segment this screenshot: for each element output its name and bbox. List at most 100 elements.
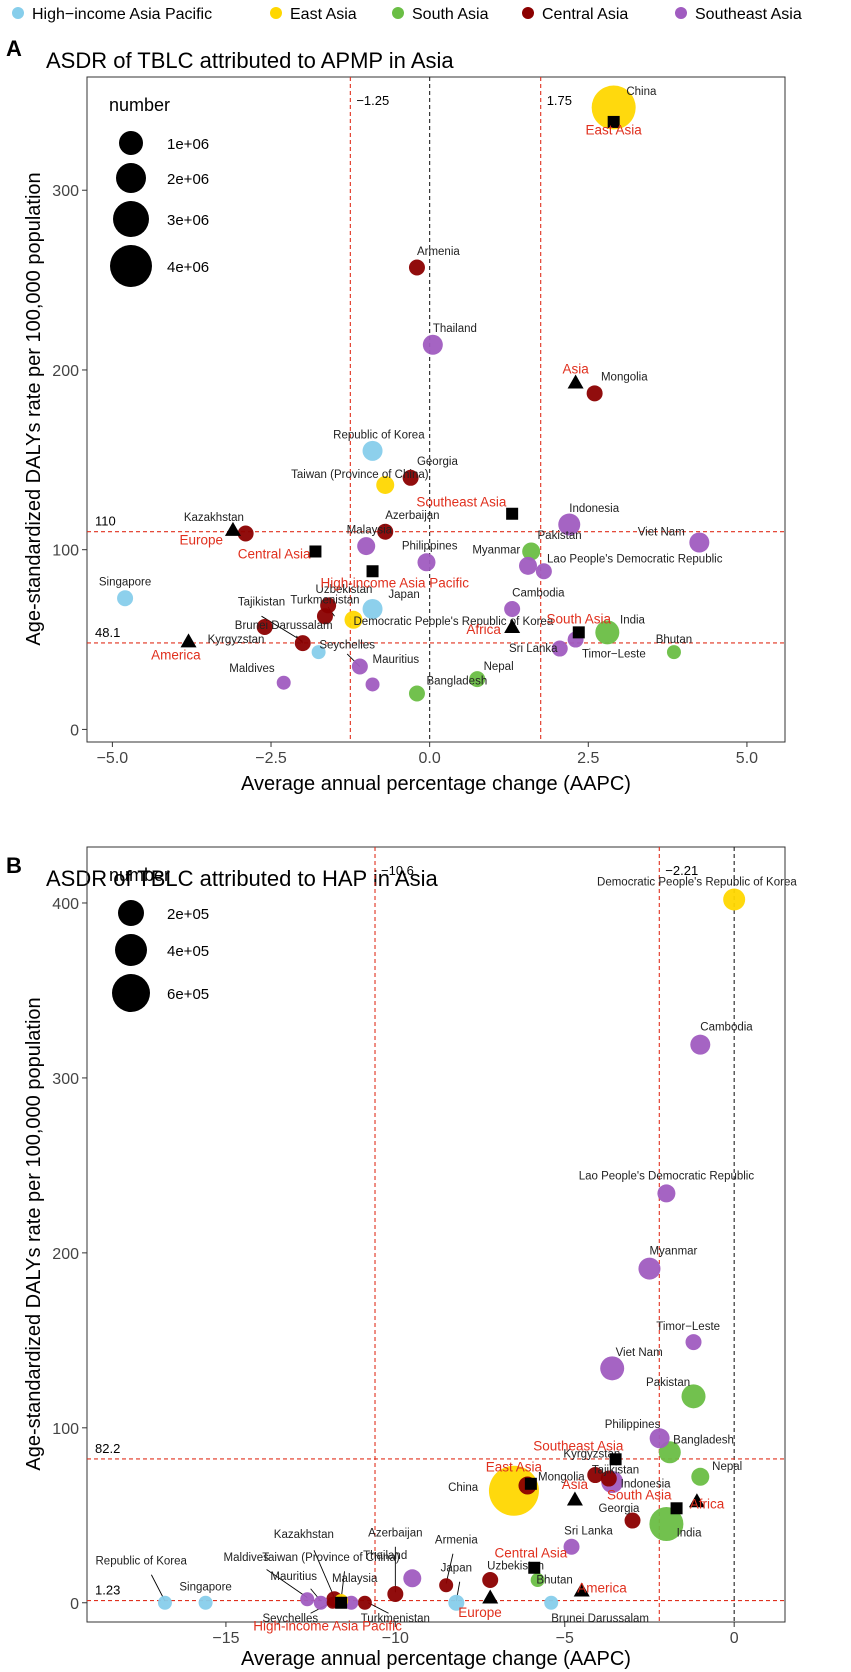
point-mauritius <box>351 658 368 675</box>
region-label-africa: Africa <box>690 1496 725 1511</box>
legend-label-east-asia: East Asia <box>290 6 357 23</box>
point-label-kazakhstan: Kazakhstan <box>274 1529 334 1541</box>
size-legend-key <box>118 900 144 926</box>
point-kyrgyzstan <box>587 1467 604 1484</box>
point-label-singapore: Singapore <box>99 577 151 589</box>
region-label-high-income-asia-pacific: High-income Asia Pacific <box>320 575 469 590</box>
point-mauritius-2 <box>365 677 380 692</box>
region-marker-south-asia <box>572 626 585 639</box>
point-democratic-people-s-republic-of-korea <box>723 888 746 911</box>
panel-a-title: ASDR of TBLC attributed to APMP in Asia <box>46 48 454 73</box>
region-marker-africa <box>504 618 521 633</box>
point-label-timor-leste: Timor−Leste <box>582 649 646 661</box>
point-label-philippines: Philippines <box>605 1419 661 1431</box>
point-lao-people-s-democratic-republic <box>657 1184 676 1203</box>
point-label-republic-of-korea: Republic of Korea <box>96 1555 188 1567</box>
leader-line <box>313 1550 335 1598</box>
point-bhutan <box>666 645 681 660</box>
size-legend-label: 3e+06 <box>167 212 209 229</box>
point-label-mauritius: Mauritius <box>270 1571 317 1583</box>
point-label-philippines: Philippines <box>402 541 458 553</box>
point-label-myanmar: Myanmar <box>472 544 520 556</box>
point-maldives <box>300 1592 315 1607</box>
region-marker-america <box>180 633 197 648</box>
point-seychelles <box>294 635 311 652</box>
plot-frame <box>86 846 786 1623</box>
point-singapore <box>117 590 134 607</box>
point-label-uzbekistan: Uzbekistan <box>316 584 373 596</box>
size-legend-label: 4e+05 <box>167 943 209 960</box>
vline-label: 1.75 <box>547 93 572 108</box>
point-mongolia <box>586 385 603 402</box>
region-label-europe: Europe <box>458 1605 502 1620</box>
size-legend-key <box>115 934 147 966</box>
hline-label: 48.1 <box>95 625 120 640</box>
region-label-asia: Asia <box>562 1477 589 1492</box>
point-label-turkmenistan: Turkmenistan <box>290 595 359 607</box>
point-republic-of-korea <box>362 440 383 461</box>
point-turkmenistan <box>316 608 333 625</box>
point-label-nepal: Nepal <box>484 661 514 673</box>
region-label-east-asia: East Asia <box>586 123 643 138</box>
point-label-lao-people-s-democratic-republic: Lao People's Democratic Republic <box>579 1170 755 1182</box>
region-label-africa: Africa <box>466 622 501 637</box>
point-label-georgia: Georgia <box>417 456 459 468</box>
legend-key-high-income-asia-pacific <box>12 7 24 19</box>
point-armenia <box>408 259 425 276</box>
panel-a-letter: A <box>6 36 22 61</box>
region-marker-east-asia <box>524 1477 537 1490</box>
point-timor-leste <box>685 1334 702 1351</box>
point-label-mauritius: Mauritius <box>373 654 420 666</box>
point-label-brunei-darussalam: Brunei Darussalam <box>551 1613 649 1625</box>
point-label-indonesia: Indonesia <box>621 1478 671 1490</box>
point-label-tajikistan: Tajikistan <box>238 596 285 608</box>
plot-frame <box>86 76 786 743</box>
region-marker-africa <box>688 1493 705 1508</box>
vline-label: −10.6 <box>381 863 414 878</box>
legend-label-central-asia: Central Asia <box>542 6 628 23</box>
point-label-azerbaijan: Azerbaijan <box>385 510 439 522</box>
point-label-georgia: Georgia <box>599 1503 641 1515</box>
region-marker-south-asia <box>670 1502 683 1515</box>
hline-label: 82.2 <box>95 1441 120 1456</box>
vline-label: −1.25 <box>356 93 389 108</box>
legend-key-southeast-asia <box>675 7 687 19</box>
point-tajikistan <box>600 1470 617 1487</box>
point-label-bangladesh: Bangladesh <box>426 675 487 687</box>
point-republic-of-korea <box>157 1595 172 1610</box>
x-tick-label: 0.0 <box>419 750 441 767</box>
region-marker-america <box>573 1582 590 1597</box>
point-myanmar <box>638 1257 661 1280</box>
point-label-kyrgyzstan: Kyrgyzstan <box>208 634 265 646</box>
y-tick-label: 300 <box>52 1071 79 1088</box>
region-label-europe: Europe <box>179 532 223 547</box>
point-label-maldives: Maldives <box>224 1552 270 1564</box>
region-marker-central-asia <box>309 545 322 558</box>
point-label-sri-lanka: Sri Lanka <box>564 1526 613 1538</box>
point-uzbekistan <box>482 1572 499 1589</box>
hline-label: 1.23 <box>95 1583 120 1598</box>
y-tick-label: 400 <box>52 896 79 913</box>
point-viet-nam <box>689 532 710 553</box>
point-label-seychelles: Seychelles <box>319 640 375 652</box>
point-label-cambodia: Cambodia <box>512 587 565 599</box>
panel-b-title: ASDR of TBLC attributed to HAP in Asia <box>46 866 438 891</box>
point-label-malaysia: Malaysia <box>347 525 393 537</box>
point-singapore <box>198 1595 213 1610</box>
y-tick-label: 200 <box>52 1246 79 1263</box>
point-japan <box>448 1594 465 1611</box>
region-label-high-income-asia-pacific: High-income Asia Pacific <box>253 1619 402 1634</box>
point-label-turkmenistan: Turkmenistan <box>361 1613 430 1625</box>
point-label-brunei-darussalam: Brunei Darussalam <box>235 620 333 632</box>
point-label-indonesia: Indonesia <box>569 503 619 515</box>
point-india <box>649 1507 684 1542</box>
point-label-sri-lanka: Sri Lanka <box>509 643 558 655</box>
region-marker-asia <box>567 374 584 389</box>
y-tick-label: 200 <box>52 363 79 380</box>
point-label-lao-people-s-democratic-republic: Lao People's Democratic Republic <box>547 553 723 565</box>
point-label-japan: Japan <box>441 1562 472 1574</box>
legend-label-southeast-asia: Southeast Asia <box>695 6 802 23</box>
legend-key-south-asia <box>392 7 404 19</box>
region-marker-high-income-asia-pacific <box>335 1596 348 1609</box>
